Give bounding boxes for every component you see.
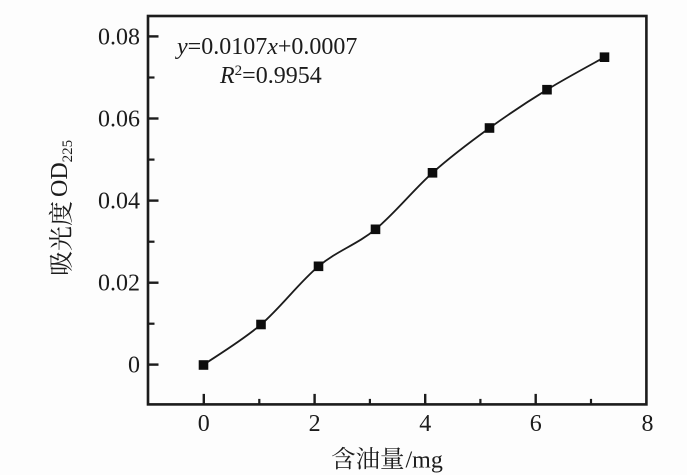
svg-text:2: 2 — [309, 411, 321, 437]
svg-text:y=0.0107x+0.0007: y=0.0107x+0.0007 — [175, 34, 357, 60]
svg-text:R2=0.9954: R2=0.9954 — [219, 63, 322, 89]
svg-text:8: 8 — [642, 411, 654, 437]
svg-text:6: 6 — [530, 411, 542, 437]
svg-text:4: 4 — [419, 411, 431, 437]
svg-text:0: 0 — [128, 353, 140, 379]
svg-text:0.04: 0.04 — [98, 189, 140, 215]
svg-text:0.02: 0.02 — [98, 271, 140, 297]
svg-text:/mg: /mg — [406, 448, 443, 474]
svg-text:0.08: 0.08 — [98, 24, 140, 50]
svg-text:0.06: 0.06 — [98, 107, 140, 133]
svg-text:0: 0 — [198, 411, 210, 437]
